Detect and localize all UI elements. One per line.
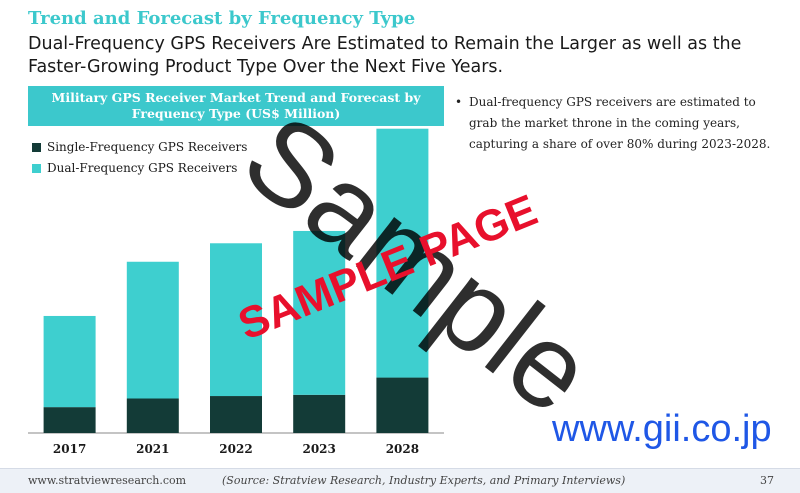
bar-single-2023 <box>293 394 346 433</box>
chart-title: Military GPS Receiver Market Trend and F… <box>28 86 444 126</box>
legend-item-single: Single-Frequency GPS Receivers <box>32 138 247 156</box>
bullet-dot-icon: • <box>455 95 463 109</box>
legend-label-single: Single-Frequency GPS Receivers <box>47 140 248 154</box>
bar-single-2021 <box>126 398 179 433</box>
legend-label-dual: Dual-Frequency GPS Receivers <box>47 161 238 175</box>
footer-bar: www.stratviewresearch.com (Source: Strat… <box>0 468 800 493</box>
key-insights: • Dual-frequency GPS receivers are estim… <box>455 92 785 155</box>
bar-dual-2022 <box>210 243 262 397</box>
legend-item-dual: Dual-Frequency GPS Receivers <box>32 159 247 177</box>
chart-legend: Single-Frequency GPS Receivers Dual-Freq… <box>32 138 247 180</box>
bar-dual-2021 <box>126 261 179 399</box>
bar-dual-2023 <box>293 230 346 395</box>
x-tick-label-2028: 2028 <box>386 442 419 456</box>
page-number: 37 <box>760 474 774 487</box>
legend-swatch-single <box>32 142 41 152</box>
bar-single-2022 <box>210 396 262 433</box>
bar-single-2017 <box>43 407 96 433</box>
legend-swatch-dual <box>32 163 41 173</box>
footer-website-link[interactable]: www.stratviewresearch.com <box>28 474 187 487</box>
bullet-text: Dual-frequency GPS receivers are estimat… <box>469 95 771 151</box>
x-tick-label-2023: 2023 <box>302 442 335 456</box>
bullet-item: • Dual-frequency GPS receivers are estim… <box>455 92 785 155</box>
x-tick-label-2021: 2021 <box>136 442 169 456</box>
x-tick-label-2017: 2017 <box>53 442 86 456</box>
bar-dual-2028 <box>376 128 429 378</box>
footer-source-note: (Source: Stratview Research, Industry Ex… <box>222 474 626 487</box>
bar-dual-2017 <box>43 315 96 408</box>
x-tick-label-2022: 2022 <box>219 442 252 456</box>
slide-subtitle: Dual-Frequency GPS Receivers Are Estimat… <box>28 34 742 77</box>
section-title: Trend and Forecast by Frequency Type <box>28 8 416 29</box>
bar-single-2028 <box>376 377 429 433</box>
